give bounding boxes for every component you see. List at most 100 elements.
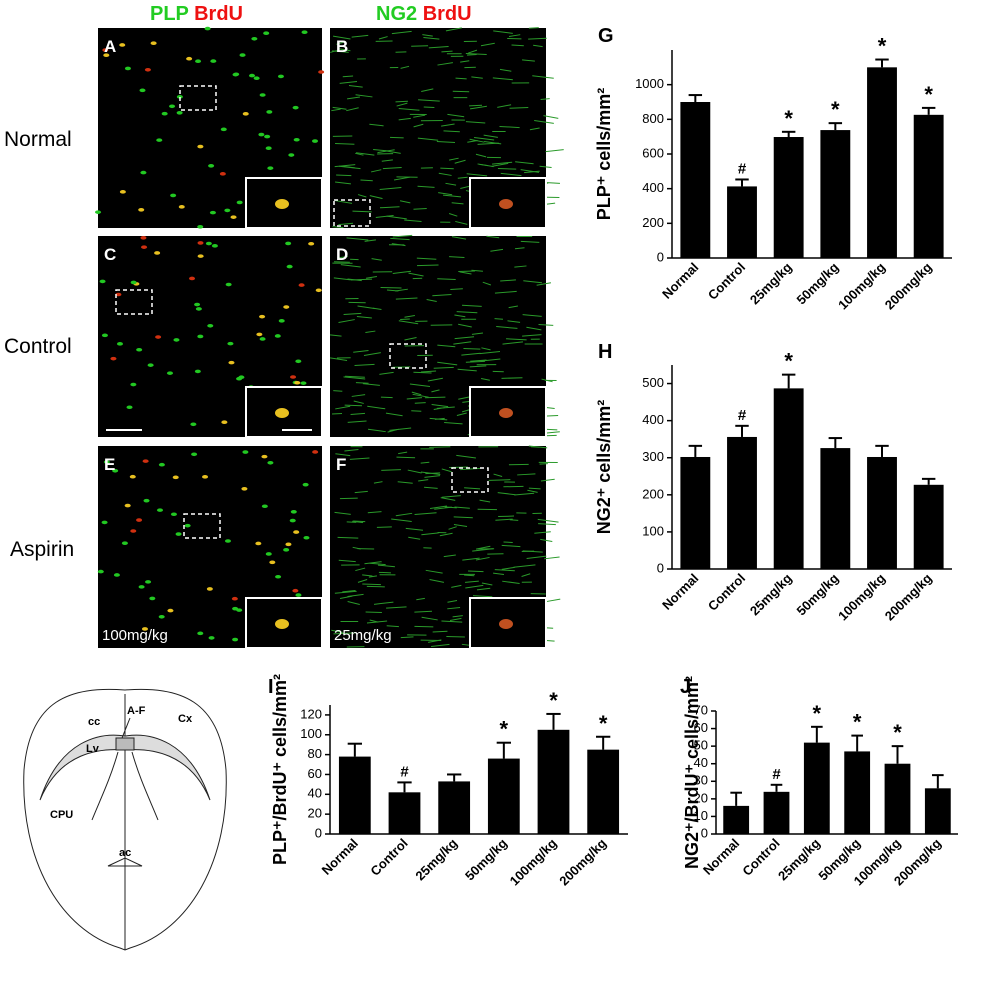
cell bbox=[219, 172, 226, 176]
cell bbox=[232, 606, 239, 611]
process bbox=[447, 113, 465, 118]
process bbox=[496, 326, 518, 329]
process bbox=[441, 468, 452, 473]
process bbox=[355, 152, 375, 156]
process bbox=[477, 163, 494, 168]
cell bbox=[140, 170, 147, 175]
inset-cell bbox=[275, 619, 289, 629]
y-tick-label: 0 bbox=[701, 825, 708, 840]
process bbox=[353, 400, 364, 404]
cell bbox=[228, 360, 235, 365]
x-tick-label: 25mg/kg bbox=[747, 570, 795, 618]
process bbox=[330, 49, 340, 53]
process bbox=[437, 344, 456, 348]
process bbox=[456, 454, 476, 459]
cell bbox=[129, 474, 136, 479]
process bbox=[526, 326, 542, 331]
process bbox=[332, 106, 347, 110]
cell bbox=[170, 512, 177, 517]
y-tick-label: 200 bbox=[642, 486, 664, 501]
y-tick-label: 10 bbox=[694, 808, 708, 823]
bar bbox=[680, 102, 711, 258]
micrographs: A B C D E F 100mg/kg 25mg/kg bbox=[95, 26, 564, 649]
process bbox=[479, 499, 491, 503]
process bbox=[425, 472, 441, 475]
cell bbox=[158, 462, 165, 467]
cell bbox=[211, 244, 218, 248]
panel-letter: A bbox=[104, 37, 116, 56]
cell bbox=[318, 70, 325, 74]
process bbox=[456, 311, 478, 314]
row-label: Control bbox=[4, 335, 72, 358]
process bbox=[364, 239, 376, 242]
process bbox=[426, 299, 437, 302]
selection bbox=[183, 513, 221, 539]
cell bbox=[259, 314, 266, 319]
process bbox=[338, 559, 356, 563]
cell bbox=[166, 371, 173, 375]
process bbox=[382, 166, 402, 170]
process bbox=[414, 610, 432, 613]
process bbox=[461, 304, 482, 307]
cell bbox=[208, 636, 215, 640]
process bbox=[398, 320, 419, 325]
process bbox=[468, 570, 484, 573]
cell bbox=[259, 93, 266, 97]
process bbox=[353, 520, 366, 523]
cell bbox=[116, 342, 123, 346]
cell bbox=[176, 95, 183, 99]
process bbox=[451, 202, 464, 205]
process bbox=[466, 54, 477, 56]
process bbox=[392, 234, 413, 238]
process bbox=[391, 30, 412, 35]
cell bbox=[231, 596, 238, 601]
cell bbox=[172, 475, 179, 480]
header-red: BrdU bbox=[423, 3, 472, 25]
process bbox=[413, 371, 432, 374]
cell bbox=[293, 530, 300, 534]
process bbox=[380, 286, 402, 289]
micrograph: E bbox=[97, 446, 323, 649]
panel-letter: C bbox=[104, 245, 116, 264]
process bbox=[386, 606, 407, 609]
process bbox=[468, 49, 478, 54]
cell bbox=[97, 569, 104, 574]
cell bbox=[195, 307, 202, 311]
process bbox=[398, 107, 420, 111]
process bbox=[432, 293, 452, 297]
process bbox=[465, 580, 479, 583]
process bbox=[509, 519, 519, 521]
process bbox=[338, 319, 355, 324]
cell bbox=[236, 200, 243, 205]
y-tick-label: 60 bbox=[308, 766, 322, 781]
process bbox=[451, 584, 462, 588]
process bbox=[405, 527, 424, 531]
process bbox=[465, 584, 484, 589]
cell bbox=[256, 332, 263, 337]
process bbox=[456, 412, 467, 417]
process bbox=[494, 290, 517, 294]
process bbox=[539, 463, 548, 465]
process bbox=[409, 383, 431, 388]
bar bbox=[438, 781, 471, 834]
cell bbox=[176, 110, 183, 115]
process bbox=[470, 105, 487, 110]
process bbox=[346, 107, 359, 112]
header-green: NG2 bbox=[376, 3, 417, 25]
cell bbox=[140, 236, 147, 240]
cell bbox=[190, 422, 197, 427]
significance-marker: * bbox=[500, 717, 509, 742]
process bbox=[481, 378, 490, 381]
x-tick-label: Control bbox=[705, 260, 748, 303]
process bbox=[381, 159, 393, 162]
cell bbox=[113, 573, 120, 577]
cell bbox=[115, 292, 122, 297]
cell bbox=[124, 503, 131, 508]
cell bbox=[242, 112, 249, 116]
cell bbox=[103, 53, 110, 57]
process bbox=[431, 643, 450, 647]
process bbox=[367, 428, 386, 433]
bar bbox=[338, 756, 371, 834]
process bbox=[446, 636, 465, 638]
process bbox=[473, 595, 493, 598]
